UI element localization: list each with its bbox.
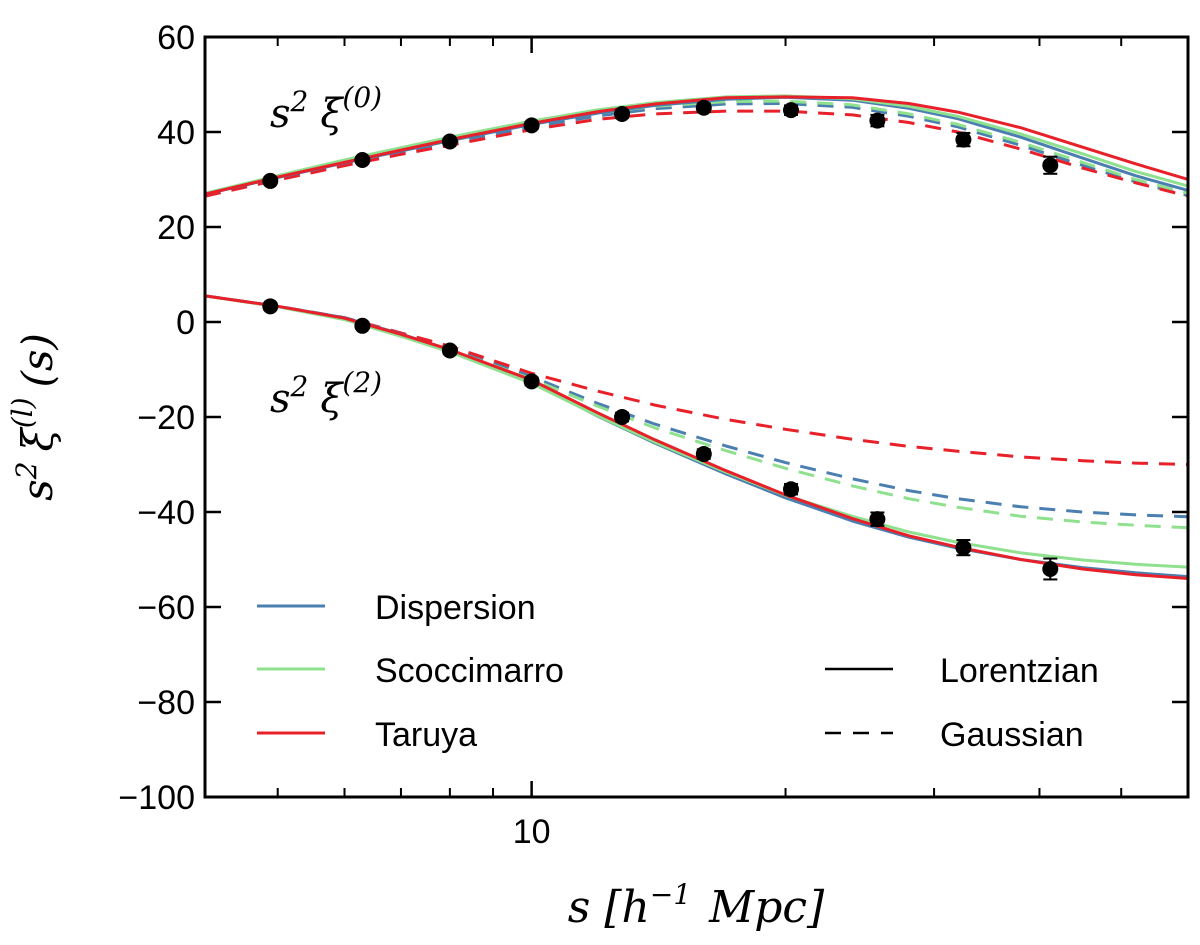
series-line-scoccimarro-gaussian-mono: [205, 99, 1188, 195]
data-point-monopole-data: [441, 133, 458, 150]
annotation-monopole-greek: ξ: [320, 91, 344, 137]
data-point-monopole-data: [955, 131, 972, 148]
data-point-monopole-data: [782, 102, 799, 119]
annotation-monopole: s2 ξ(0): [270, 81, 382, 137]
x-axis-label: s [h−1 Mpc]: [568, 878, 825, 933]
x-axis-label-open: [: [604, 882, 622, 933]
legend-label-scoccimarro: Scoccimarro: [375, 652, 564, 690]
series-line-dispersion-lorentzian-quad: [205, 294, 1188, 579]
data-point-quadrupole-data: [262, 298, 279, 315]
annotation-monopole-exp: 2: [290, 85, 309, 118]
annotation-quadrupole-base: s: [270, 376, 291, 422]
data-point-quadrupole-data: [695, 446, 712, 463]
data-point-monopole-data: [614, 105, 631, 122]
data-point-monopole-data: [1042, 157, 1059, 174]
y-tick-label: 60: [157, 19, 195, 57]
legend-label-gaussian: Gaussian: [940, 716, 1084, 754]
series-line-dispersion-gaussian-mono: [205, 102, 1188, 198]
legend-label-lorentzian: Lorentzian: [940, 652, 1099, 690]
legend-label-taruya: Taruya: [375, 716, 477, 754]
data-point-quadrupole-data: [354, 317, 371, 334]
y-axis-label-arg: (s): [13, 333, 62, 387]
legend: Dispersion Scoccimarro Taruya Lorentzian…: [257, 589, 1099, 754]
data-point-monopole-data: [869, 112, 886, 129]
series-layer: [205, 94, 1188, 580]
annotation-quadrupole-super: (2): [342, 366, 382, 399]
x-axis-label-var: s: [568, 882, 591, 933]
y-tick-label: −100: [118, 779, 195, 817]
y-axis-label-super: (l): [6, 397, 39, 428]
data-point-quadrupole-data: [869, 511, 886, 528]
plot-frame: [203, 35, 1190, 799]
data-point-quadrupole-data: [782, 481, 799, 498]
data-point-monopole-data: [695, 99, 712, 116]
data-point-monopole-data: [523, 117, 540, 134]
data-point-quadrupole-data: [1042, 561, 1059, 577]
series-line-taruya-gaussian-mono: [205, 109, 1188, 198]
legend-label-dispersion: Dispersion: [375, 589, 536, 627]
y-tick-label: 20: [157, 209, 195, 247]
data-point-monopole-data: [262, 172, 279, 189]
data-point-quadrupole-data: [614, 409, 631, 425]
y-axis-label-exp: 2: [10, 461, 43, 480]
x-axis-label-unit-exp: −1: [650, 878, 691, 911]
y-axis-label-base: s: [13, 479, 62, 501]
annotation-quadrupole-greek: ξ: [320, 376, 344, 422]
y-tick-label: −40: [137, 494, 195, 532]
series-line-scoccimarro-gaussian-quad: [205, 294, 1188, 530]
annotation-quadrupole: s2 ξ(2): [270, 366, 382, 422]
data-points-layer: [262, 99, 1059, 581]
y-tick-label: 40: [157, 114, 195, 152]
data-point-monopole-data: [354, 152, 371, 169]
series-line-dispersion-gaussian-quad: [205, 294, 1188, 519]
y-axis-label: s2 ξ(l) (s): [6, 333, 62, 501]
y-tick-label: −60: [137, 589, 195, 627]
series-line-taruya-lorentzian-mono: [205, 95, 1188, 196]
data-point-quadrupole-data: [955, 539, 972, 556]
annotation-monopole-super: (0): [342, 81, 382, 114]
annotation-quadrupole-exp: 2: [290, 370, 309, 403]
y-axis-label-greek: ξ: [13, 426, 62, 451]
data-point-quadrupole-data: [523, 373, 540, 390]
y-tick-label: −80: [137, 684, 195, 722]
x-axis-label-unit-base: h: [622, 882, 650, 933]
x-axis-label-unit-rest: Mpc: [708, 882, 807, 933]
data-point-quadrupole-data: [441, 342, 458, 359]
x-tick-label: 10: [513, 813, 551, 851]
y-tick-label: 0: [176, 304, 195, 342]
annotation-monopole-base: s: [270, 91, 291, 137]
series-line-scoccimarro-lorentzian-quad: [205, 294, 1188, 569]
y-tick-label: −20: [137, 399, 195, 437]
x-axis-label-close: ]: [806, 882, 825, 933]
series-line-taruya-lorentzian-quad: [205, 294, 1188, 580]
